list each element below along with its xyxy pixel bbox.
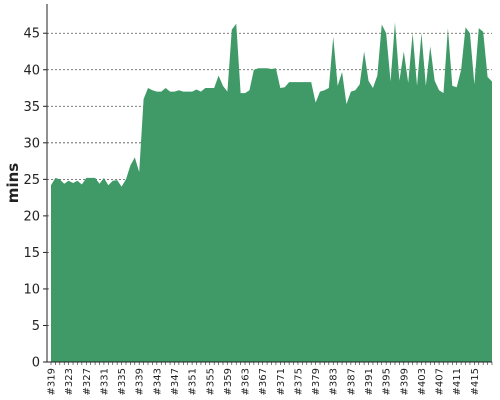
x-tick-label: #379	[311, 368, 322, 395]
x-tick-label: #383	[329, 368, 340, 395]
y-tick-label: 25	[23, 173, 40, 188]
y-tick-label: 45	[23, 27, 40, 42]
x-tick-label: #343	[152, 368, 163, 395]
x-tick-label: #371	[276, 368, 287, 395]
x-tick-label: #415	[470, 368, 481, 395]
area-fill	[51, 22, 492, 363]
x-tick-label: #411	[452, 368, 463, 395]
y-tick-label: 0	[32, 356, 40, 371]
y-axis-ticks: 0 5 10 15 20 25 30 35 40 45	[23, 27, 47, 371]
area-series	[51, 22, 492, 363]
x-tick-label: #339	[135, 368, 146, 395]
x-tick-label: #399	[399, 368, 410, 395]
x-tick-label: #335	[117, 368, 128, 395]
x-tick-label: #363	[241, 368, 252, 395]
x-tick-label: #355	[205, 368, 216, 395]
x-tick-label: #359	[223, 368, 234, 395]
y-tick-label: 5	[32, 319, 40, 334]
x-tick-label: #375	[293, 368, 304, 395]
x-axis-ticks: #319 #323 #327 #331 #335 #339 #343 #347 #351 #355…	[47, 362, 493, 395]
x-tick-label: #367	[258, 368, 269, 395]
axes	[46, 4, 492, 363]
x-tick-label: #327	[82, 368, 93, 395]
x-tick-label: #391	[364, 368, 375, 395]
x-tick-label: #407	[435, 368, 446, 395]
y-tick-label: 35	[23, 100, 40, 115]
x-tick-label: #351	[188, 368, 199, 395]
x-tick-label: #347	[170, 368, 181, 395]
y-axis-label: mins	[4, 163, 22, 203]
x-tick-label: #403	[417, 368, 428, 395]
y-tick-label: 10	[23, 282, 40, 297]
y-tick-label: 20	[23, 209, 40, 224]
y-tick-label: 30	[23, 136, 40, 151]
x-tick-label: #395	[382, 368, 393, 395]
y-tick-label: 15	[23, 246, 40, 261]
y-tick-label: 40	[23, 63, 40, 78]
x-tick-label: #331	[99, 368, 110, 395]
x-tick-label: #323	[64, 368, 75, 395]
x-tick-label: #387	[346, 368, 357, 395]
x-tick-label: #319	[47, 368, 58, 395]
